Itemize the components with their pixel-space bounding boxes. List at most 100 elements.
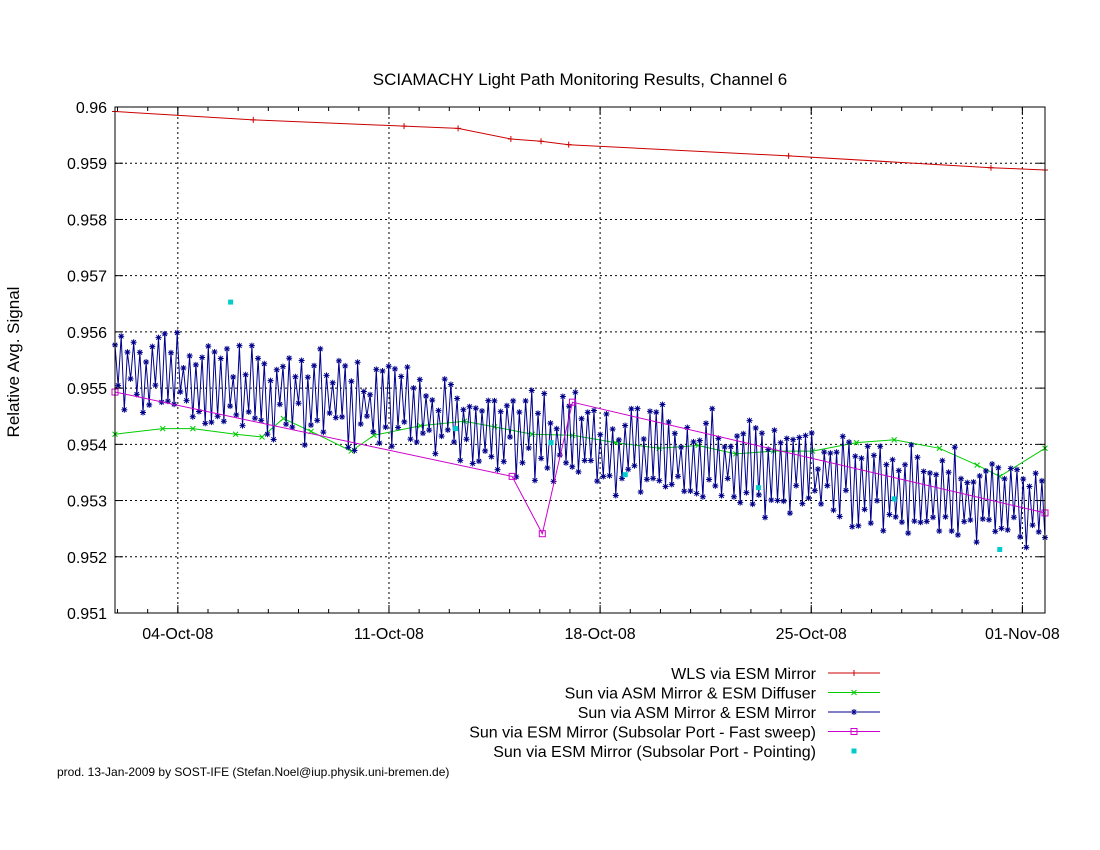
data-point	[970, 479, 977, 486]
data-point	[997, 546, 1003, 552]
data-point	[566, 403, 573, 410]
data-point	[581, 457, 588, 464]
data-point	[811, 487, 818, 494]
data-point	[718, 492, 725, 499]
y-tick-label: 0.951	[67, 606, 107, 623]
data-point	[413, 439, 420, 446]
data-point	[1010, 514, 1017, 521]
data-point	[923, 518, 930, 525]
data-point	[846, 439, 853, 446]
grid	[115, 107, 1045, 613]
y-tick-label: 0.957	[67, 269, 107, 286]
data-point	[936, 527, 943, 534]
data-point	[715, 435, 722, 442]
y-tick-label: 0.952	[67, 550, 107, 567]
data-point	[363, 413, 370, 420]
data-point	[622, 422, 629, 429]
data-point	[687, 487, 694, 494]
x-tick-label: 01-Nov-08	[985, 626, 1060, 643]
data-point	[485, 397, 492, 404]
data-point	[892, 513, 899, 520]
data-point	[199, 354, 206, 361]
data-point	[948, 527, 955, 534]
data-point	[898, 519, 905, 526]
data-point	[942, 513, 949, 520]
data-point	[740, 430, 747, 437]
data-point	[183, 397, 190, 404]
data-point	[821, 449, 828, 456]
data-point	[159, 425, 166, 432]
data-point	[911, 518, 918, 525]
data-point	[905, 530, 912, 537]
data-point	[548, 440, 554, 446]
legend-marker	[851, 709, 857, 715]
data-point	[891, 436, 898, 443]
data-point	[986, 516, 993, 523]
series-line	[114, 111, 1046, 171]
x-tick-label: 11-Oct-08	[354, 626, 424, 643]
data-point	[190, 425, 196, 432]
data-point	[954, 531, 961, 538]
data-point	[646, 408, 653, 415]
data-point	[370, 428, 377, 435]
data-point	[395, 424, 402, 431]
data-point	[662, 483, 669, 490]
data-point	[488, 453, 495, 460]
data-point	[186, 352, 193, 359]
data-point	[706, 476, 713, 483]
data-point	[538, 138, 545, 145]
data-point	[230, 374, 237, 381]
data-point	[891, 496, 897, 502]
data-point	[805, 494, 812, 501]
data-point	[161, 330, 168, 337]
data-point	[696, 437, 703, 444]
data-point	[232, 431, 239, 438]
data-point	[531, 477, 538, 484]
data-point	[259, 434, 265, 440]
data-point	[245, 408, 252, 415]
data-point	[118, 333, 125, 340]
data-point	[752, 425, 759, 432]
data-point	[202, 420, 209, 427]
data-point	[510, 397, 517, 404]
data-point	[233, 411, 240, 418]
data-point	[479, 407, 486, 414]
data-point	[762, 514, 769, 521]
data-point	[852, 453, 859, 460]
data-point	[833, 449, 840, 456]
data-point	[1032, 470, 1039, 477]
data-point	[544, 464, 551, 471]
data-point	[889, 456, 896, 463]
data-point	[516, 409, 523, 416]
plot-series	[111, 108, 1049, 552]
data-point	[785, 152, 792, 159]
data-point	[227, 403, 234, 410]
data-point	[640, 436, 647, 443]
data-point	[625, 466, 632, 473]
data-point	[1007, 465, 1014, 472]
data-point	[398, 373, 405, 380]
data-point	[482, 447, 489, 454]
y-tick-label: 0.954	[67, 437, 107, 454]
data-point	[251, 415, 258, 422]
series-3	[112, 329, 1048, 551]
y-tick-label: 0.96	[76, 100, 107, 117]
data-point	[214, 413, 221, 420]
data-point	[195, 408, 202, 415]
data-point	[724, 475, 731, 482]
data-point	[643, 476, 650, 483]
data-point	[982, 468, 989, 475]
data-point	[584, 409, 591, 416]
data-point	[933, 471, 940, 478]
data-point	[755, 485, 761, 491]
data-point	[320, 429, 327, 436]
data-point	[270, 436, 277, 443]
data-point	[152, 382, 159, 389]
data-point	[709, 405, 716, 412]
data-point	[622, 472, 628, 478]
data-point	[995, 464, 1002, 471]
data-point	[133, 391, 140, 398]
data-point	[874, 497, 881, 504]
legend-marker	[851, 689, 857, 696]
data-point	[880, 527, 887, 534]
